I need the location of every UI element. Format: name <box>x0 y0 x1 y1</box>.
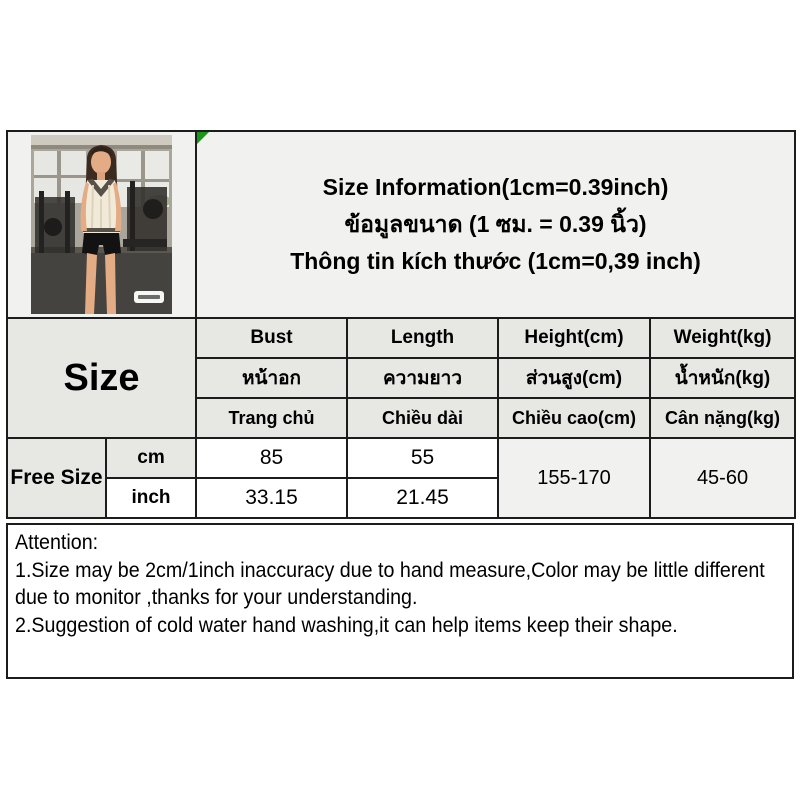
header-length-th: ความยาว <box>346 357 499 399</box>
header-weight-en: Weight(kg) <box>648 317 797 359</box>
attention-heading: Attention: <box>15 530 99 554</box>
header-length-en: Length <box>346 317 499 359</box>
header-weight-th: น้ำหนัก(kg) <box>648 357 797 399</box>
weight-range-value: 45-60 <box>648 437 797 519</box>
bust-cm-value: 85 <box>195 437 348 479</box>
length-inch-value: 21.45 <box>346 477 499 519</box>
header-weight-vi: Cân nặng(kg) <box>648 397 797 439</box>
size-header-cell: Size <box>6 317 197 439</box>
header-bust-en: Bust <box>195 317 348 359</box>
title-line-en: Size Information(1cm=0.39inch) <box>322 174 669 200</box>
unit-label-cm: cm <box>105 437 197 479</box>
height-range-value: 155-170 <box>497 437 651 519</box>
header-length-vi: Chiều dài <box>346 397 499 439</box>
title-line-vi: Thông tin kích thước (1cm=0,39 inch) <box>290 248 701 274</box>
header-height-en: Height(cm) <box>497 317 651 359</box>
size-chart: Size Information(1cm=0.39inch) ข้อมูลขนา… <box>6 130 797 679</box>
attention-line-3: 2.Suggestion of cold water hand washing,… <box>15 612 678 637</box>
unit-label-inch: inch <box>105 477 197 519</box>
green-corner-marker-icon <box>198 133 209 144</box>
title-block: Size Information(1cm=0.39inch) ข้อมูลขนา… <box>194 130 797 319</box>
row-label-free-size: Free Size <box>6 437 107 519</box>
length-cm-value: 55 <box>346 437 499 479</box>
attention-note: Attention: 1.Size may be 2cm/1inch inacc… <box>6 523 794 679</box>
product-photo-cell <box>6 130 197 319</box>
attention-line-2: due to monitor ,thanks for your understa… <box>15 585 418 609</box>
header-height-th: ส่วนสูง(cm) <box>497 357 651 399</box>
header-bust-th: หน้าอก <box>195 357 348 399</box>
header-height-vi: Chiều cao(cm) <box>497 397 651 439</box>
product-photo <box>31 135 172 314</box>
attention-line-1: 1.Size may be 2cm/1inch inaccuracy due t… <box>15 557 765 582</box>
header-bust-vi: Trang chủ <box>195 397 348 439</box>
title-line-th: ข้อมูลขนาด (1 ซม. = 0.39 นิ้ว) <box>344 211 647 237</box>
size-table: Size Information(1cm=0.39inch) ข้อมูลขนา… <box>6 130 797 519</box>
bust-inch-value: 33.15 <box>195 477 348 519</box>
